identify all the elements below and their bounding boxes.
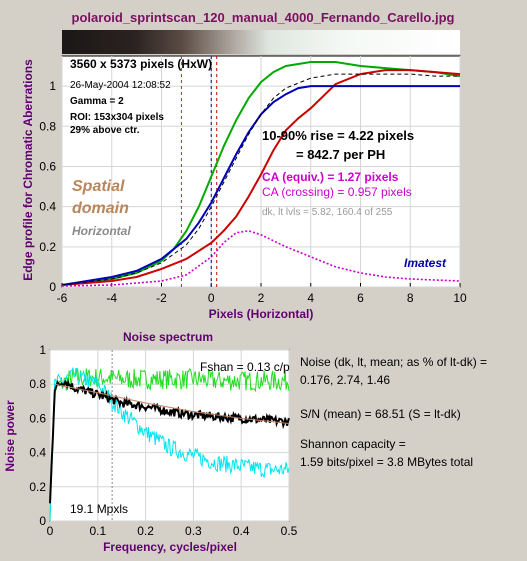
noise-label-text: Noise (dk, lt, mean; as % of lt-dk) = [300,355,487,369]
edge-series-line-3 [61,73,460,286]
noise-series-line-0 [49,368,290,522]
top-x-tick-label: -6 [57,291,68,305]
bottom-y-tick-label: 1 [39,343,46,357]
top-y-tick-label: 0 [49,280,56,294]
edge-image-strip [62,30,460,54]
gamma-text: Gamma = 2 [70,96,124,107]
edge-series-line-0 [61,61,461,286]
fshan-text: Fshan = 0.13 c/p [200,360,290,374]
top-x-tick-label: 0 [208,291,215,305]
top-x-tick-label: -4 [106,291,117,305]
above-ctr-text: 29% above ctr. [70,125,140,136]
per-ph-text: = 842.7 per PH [296,147,385,162]
bottom-x-tick-label: 0.3 [185,524,202,538]
bottom-x-axis-label: Frequency, cycles/pixel [103,540,237,554]
shannon-label-text: Shannon capacity = [300,437,406,451]
roi-text: ROI: 153x304 pixels [70,112,164,123]
sn-text: S/N (mean) = 68.51 (S = lt-dk) [300,407,461,421]
bottom-y-tick-label: 0.8 [29,377,46,391]
bottom-x-tick-label: 0.5 [281,524,298,538]
top-y-axis-label: Edge profile for Chromatic Aberrations [21,59,35,281]
noise-series-line-3 [54,383,290,424]
top-y-tick-label: 0.8 [39,119,56,133]
imatest-brand: Imatest [404,256,447,270]
top-x-axis-label: Pixels (Horizontal) [209,307,314,321]
top-y-tick-label: 0.4 [39,200,56,214]
noise-series-line-1 [49,367,290,521]
image-size-text: 3560 x 5373 pixels (HxW) [70,57,212,71]
top-x-tick-label: 2 [258,291,265,305]
top-x-tick-label: 4 [307,291,314,305]
top-y-tick-label: 1 [49,79,56,93]
edge-series-line-4 [61,229,461,287]
page-title: polaroid_sprintscan_120_manual_4000_Fern… [72,10,455,25]
top-x-tick-label: 8 [407,291,414,305]
bottom-y-tick-label: 0.2 [29,480,46,494]
top-x-tick-label: 6 [357,291,364,305]
bottom-y-tick-label: 0 [39,514,46,528]
bottom-y-tick-label: 0.6 [29,411,46,425]
bottom-y-axis-label: Noise power [3,400,17,472]
top-x-tick-label: 10 [453,291,467,305]
edge-series-line-1 [61,69,461,286]
bottom-y-tick-label: 0.4 [29,446,46,460]
top-y-tick-label: 0.6 [39,159,56,173]
ca-equiv-text: CA (equiv.) = 1.27 pixels [262,170,399,184]
levels-text: dk, lt lvls = 5.82, 160.4 of 255 [262,207,393,218]
shannon-value-text: 1.59 bits/pixel = 3.8 MBytes total [300,455,473,469]
noise-values-text: 0.176, 2.74, 1.46 [300,373,390,387]
mpxls-text: 19.1 Mpxls [70,502,128,516]
top-y-tick-label: 0.2 [39,240,56,254]
horizontal-label: Horizontal [72,224,131,238]
spatial-label: Spatial [72,178,125,195]
bottom-x-tick-label: 0.2 [137,524,154,538]
noise-spectrum-title: Noise spectrum [123,330,213,344]
date-text: 26-May-2004 12:08:52 [70,80,171,91]
bottom-x-tick-label: 0.4 [233,524,250,538]
bottom-x-tick-label: 0 [47,524,54,538]
ca-crossing-text: CA (crossing) = 0.957 pixels [262,185,412,199]
bottom-x-tick-label: 0.1 [89,524,106,538]
top-x-tick-label: -2 [156,291,167,305]
domain-label: domain [72,200,129,217]
rise-text: 10-90% rise = 4.22 pixels [262,128,414,143]
